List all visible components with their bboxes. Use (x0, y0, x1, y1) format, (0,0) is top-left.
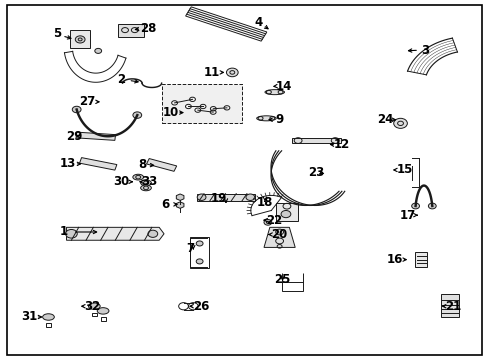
Circle shape (264, 220, 271, 225)
Ellipse shape (88, 303, 100, 310)
Circle shape (196, 241, 203, 246)
Circle shape (75, 36, 85, 43)
Circle shape (281, 211, 290, 218)
Circle shape (427, 203, 435, 209)
Bar (189, 237, 209, 267)
Text: 19: 19 (210, 192, 227, 205)
Bar (414, 252, 427, 267)
Text: 10: 10 (162, 106, 178, 119)
Ellipse shape (133, 174, 143, 180)
Text: 31: 31 (21, 310, 37, 324)
Polygon shape (80, 158, 117, 170)
Text: 7: 7 (185, 242, 194, 255)
Polygon shape (176, 194, 183, 201)
Text: 5: 5 (53, 27, 61, 40)
Circle shape (133, 112, 142, 118)
Polygon shape (70, 31, 90, 48)
Text: 33: 33 (141, 175, 157, 188)
Circle shape (226, 68, 238, 77)
Text: 32: 32 (84, 300, 101, 313)
Text: 15: 15 (395, 163, 412, 176)
Bar (161, 84, 242, 123)
Circle shape (65, 229, 77, 238)
Text: 27: 27 (79, 95, 96, 108)
Circle shape (72, 106, 81, 113)
Bar (292, 138, 340, 143)
Ellipse shape (141, 180, 151, 186)
Circle shape (95, 48, 102, 53)
Text: 6: 6 (161, 198, 169, 211)
Text: 13: 13 (60, 157, 76, 170)
Text: 25: 25 (274, 273, 290, 286)
Polygon shape (66, 227, 163, 240)
Text: 24: 24 (376, 113, 392, 126)
Ellipse shape (256, 116, 276, 121)
Circle shape (148, 230, 158, 237)
Bar (440, 294, 458, 317)
Text: 30: 30 (113, 175, 129, 188)
Text: 29: 29 (66, 130, 83, 143)
Ellipse shape (97, 308, 109, 314)
Text: 2: 2 (117, 73, 125, 86)
Text: 14: 14 (275, 80, 291, 93)
Text: 3: 3 (420, 44, 428, 57)
Circle shape (393, 118, 407, 129)
Ellipse shape (141, 185, 151, 191)
Text: 28: 28 (140, 22, 156, 35)
Text: 18: 18 (256, 196, 273, 209)
Ellipse shape (264, 90, 284, 95)
Text: 11: 11 (203, 66, 219, 79)
Polygon shape (76, 132, 115, 140)
Circle shape (197, 194, 205, 201)
Text: 17: 17 (399, 209, 415, 222)
Bar (276, 203, 298, 221)
Text: 22: 22 (266, 214, 282, 227)
Text: 16: 16 (386, 253, 402, 266)
Circle shape (196, 259, 203, 264)
Ellipse shape (42, 314, 54, 320)
Text: 4: 4 (253, 17, 262, 30)
Text: 9: 9 (275, 113, 283, 126)
Bar (196, 194, 255, 201)
Circle shape (411, 203, 419, 209)
Text: 21: 21 (444, 300, 460, 313)
Circle shape (245, 194, 254, 201)
Text: 8: 8 (138, 158, 146, 171)
Polygon shape (118, 24, 143, 37)
Text: 1: 1 (60, 225, 68, 238)
Text: 20: 20 (271, 228, 287, 241)
Text: 26: 26 (193, 300, 209, 313)
Text: 12: 12 (333, 138, 349, 151)
Polygon shape (264, 227, 295, 247)
Polygon shape (176, 202, 183, 208)
Polygon shape (146, 158, 176, 171)
Text: 23: 23 (308, 166, 324, 179)
